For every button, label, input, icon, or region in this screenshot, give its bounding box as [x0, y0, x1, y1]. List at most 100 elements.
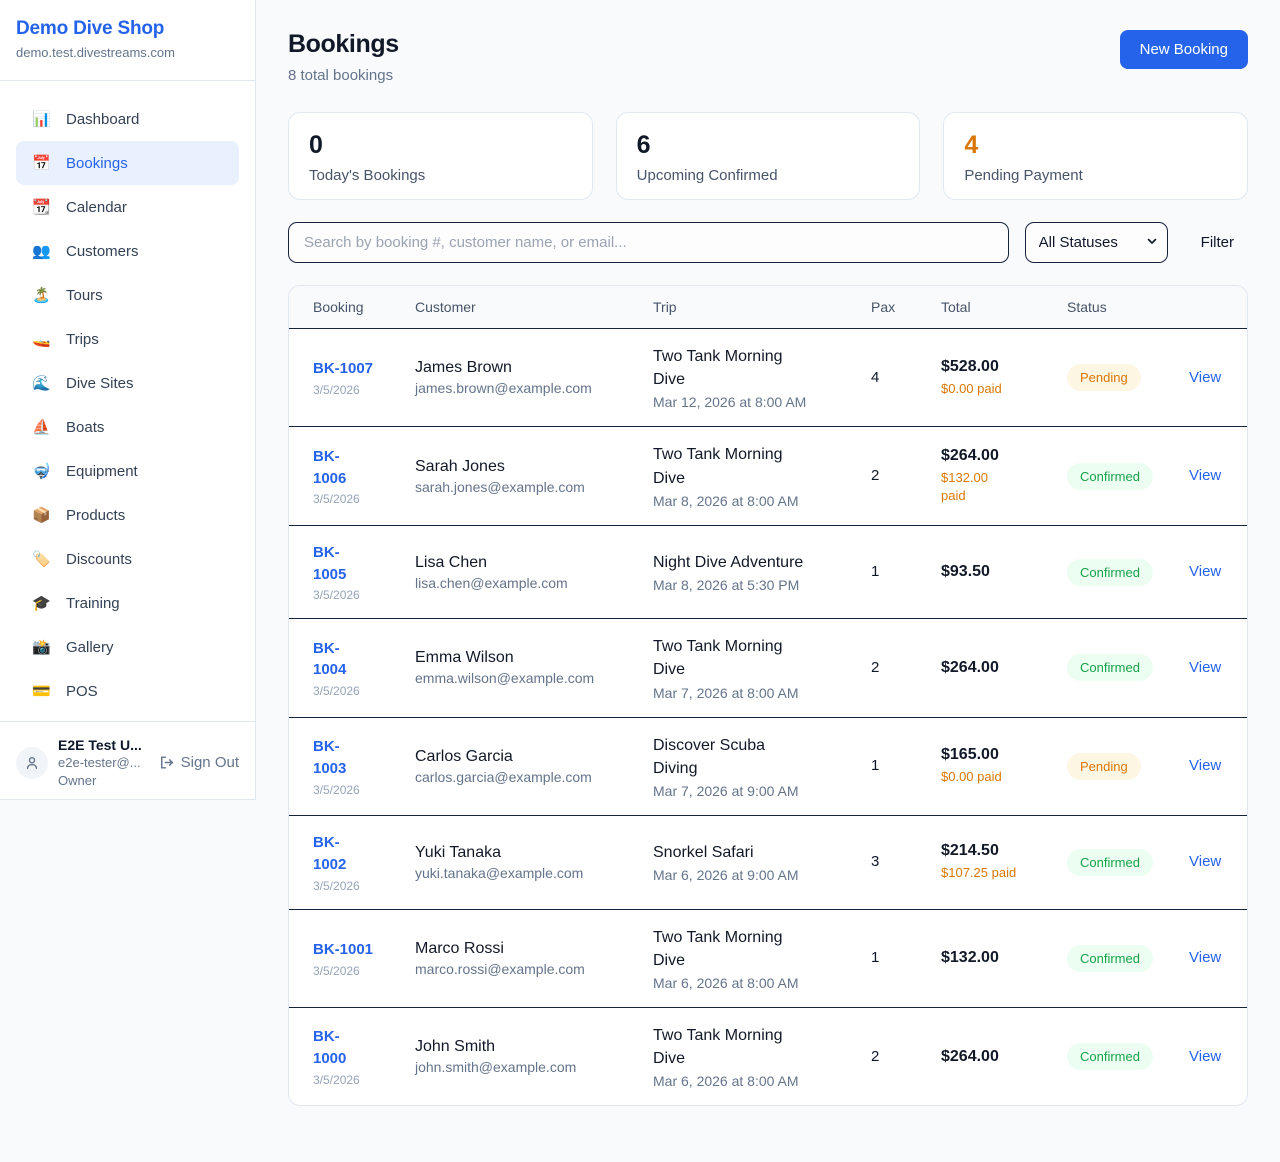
sidebar-item-pos[interactable]: 💳 POS — [32, 682, 98, 700]
diving-mask-icon: 🤿 — [32, 462, 51, 480]
table-row: BK- 1002 3/5/2026 Yuki Tanaka yuki.tanaka… — [289, 815, 1247, 910]
status-badge: Confirmed — [1067, 462, 1153, 490]
trip-datetime: Mar 12, 2026 at 8:00 AM — [653, 394, 807, 411]
booking-date: 3/5/2026 — [313, 878, 360, 893]
avatar — [16, 746, 48, 779]
view-link[interactable]: View — [1189, 949, 1222, 967]
view-link[interactable]: View — [1189, 1047, 1222, 1065]
booking-id-link[interactable]: BK- 1000 — [313, 1028, 347, 1068]
status-select[interactable]: All Statuses — [1024, 222, 1168, 263]
status-select-wrap: All Statuses — [1024, 222, 1168, 263]
view-link[interactable]: View — [1189, 658, 1222, 676]
sidebar-item-discounts[interactable]: 🏷️ Discounts — [32, 550, 132, 568]
status-badge: Confirmed — [1067, 558, 1153, 586]
sidebar-item-trips[interactable]: 🚤 Trips — [32, 330, 99, 348]
customer-email: emma.wilson@example.com — [415, 670, 595, 687]
sidebar-item-boats[interactable]: ⛵ Boats — [32, 418, 105, 436]
calendar-icon: 📅 — [32, 154, 51, 172]
stat-label: Pending Payment — [964, 167, 1083, 184]
page-title: Bookings — [288, 30, 399, 58]
new-booking-button[interactable]: New Booking — [1119, 30, 1248, 69]
sidebar-item-dive-sites[interactable]: 🌊 Dive Sites — [32, 374, 134, 392]
brand-title: Demo Dive Shop — [16, 18, 165, 39]
paid-amount: $0.00 paid — [941, 380, 1002, 396]
booking-id-link[interactable]: BK- 1005 — [313, 543, 347, 583]
sidebar-item-training[interactable]: 🎓 Training — [32, 594, 120, 612]
trip-datetime: Mar 7, 2026 at 9:00 AM — [653, 783, 799, 799]
speedboat-icon: 🚤 — [32, 330, 51, 348]
paid-amount: $132.00 paid — [941, 469, 988, 504]
booking-id-link[interactable]: BK- 1003 — [313, 738, 347, 777]
booking-id-link[interactable]: BK-1007 — [313, 360, 374, 378]
booking-id-link[interactable]: BK-1001 — [313, 940, 374, 958]
customer-email: carlos.garcia@example.com — [415, 768, 592, 785]
sidebar-item-tours[interactable]: 🏝️ Tours — [32, 286, 103, 304]
pax-count: 1 — [871, 949, 880, 967]
pax-count: 3 — [871, 853, 880, 871]
pax-count: 1 — [871, 757, 880, 775]
sidebar-item-bookings[interactable]: 📅 Bookings — [16, 141, 239, 185]
stat-card: 4 Pending Payment — [943, 112, 1248, 200]
view-link[interactable]: View — [1189, 757, 1222, 775]
sign-out-button[interactable]: Sign Out — [158, 754, 239, 771]
col-header-pax: Pax — [859, 286, 929, 329]
logout-icon — [160, 756, 173, 770]
trip-name: Snorkel Safari — [653, 844, 754, 862]
stat-card: 0 Today's Bookings — [288, 112, 593, 200]
table-row: BK- 1000 3/5/2026 John Smith john.smith@e… — [289, 1007, 1247, 1105]
table-row: BK- 1005 3/5/2026 Lisa Chen lisa.chen@exa… — [289, 525, 1247, 620]
trip-name: Two Tank Morning Dive — [653, 446, 783, 487]
total-amount: $264.00 — [941, 1047, 999, 1065]
col-header-customer: Customer — [403, 286, 641, 329]
stat-value: 6 — [636, 131, 651, 159]
sidebar-item-products[interactable]: 📦 Products — [32, 506, 126, 524]
booking-id-link[interactable]: BK- 1002 — [313, 834, 347, 873]
view-link[interactable]: View — [1189, 563, 1222, 580]
tearoff-calendar-icon: 📆 — [32, 198, 51, 216]
col-header-status: Status — [1055, 286, 1177, 329]
total-amount: $264.00 — [941, 658, 999, 676]
view-link[interactable]: View — [1189, 368, 1222, 386]
stats-row: 0 Today's Bookings 6 Upcoming Confirmed … — [288, 112, 1248, 200]
total-amount: $528.00 — [941, 357, 999, 375]
customer-email: james.brown@example.com — [415, 380, 592, 397]
customer-email: sarah.jones@example.com — [415, 478, 585, 495]
user-name: E2E Test U... — [58, 737, 142, 753]
filter-row: All Statuses Filter — [288, 222, 1248, 263]
booking-id-link[interactable]: BK- 1004 — [313, 639, 347, 679]
sidebar-item-dashboard[interactable]: 📊 Dashboard — [32, 110, 140, 128]
brand-box: Demo Dive Shop demo.test.divestreams.com — [0, 0, 255, 81]
view-link[interactable]: View — [1189, 853, 1222, 871]
pax-count: 2 — [871, 467, 880, 485]
stat-label: Upcoming Confirmed — [636, 167, 778, 184]
status-badge: Confirmed — [1067, 848, 1153, 876]
sidebar-item-customers[interactable]: 👥 Customers — [32, 242, 139, 260]
search-input[interactable] — [288, 222, 1009, 263]
pax-count: 2 — [871, 658, 880, 676]
filter-button[interactable]: Filter — [1200, 234, 1234, 251]
bookings-table-card: Booking Customer Trip Pax Total Status B… — [288, 285, 1248, 1107]
table-row: BK-1007 3/5/2026 James Brown james.brown… — [289, 328, 1247, 428]
customer-name: Carlos Garcia — [415, 747, 513, 765]
sidebar-item-gallery[interactable]: 📸 Gallery — [32, 638, 114, 656]
customer-email: marco.rossi@example.com — [415, 960, 585, 977]
col-header-view — [1177, 286, 1247, 329]
sidebar-item-equipment[interactable]: 🤿 Equipment — [32, 462, 138, 480]
trip-name: Two Tank Morning Dive — [653, 638, 783, 679]
total-amount: $214.50 — [941, 842, 999, 860]
view-link[interactable]: View — [1189, 467, 1222, 485]
trip-name: Night Dive Adventure — [653, 553, 804, 571]
customer-email: lisa.chen@example.com — [415, 574, 568, 591]
sailboat-icon: ⛵ — [32, 418, 51, 436]
status-badge: Pending — [1067, 752, 1141, 780]
camera-flash-icon: 📸 — [32, 638, 51, 656]
booking-id-link[interactable]: BK- 1006 — [313, 447, 347, 487]
graduation-cap-icon: 🎓 — [32, 594, 51, 612]
brand-domain: demo.test.divestreams.com — [16, 45, 175, 60]
trip-datetime: Mar 6, 2026 at 8:00 AM — [653, 974, 799, 991]
total-amount: $264.00 — [941, 446, 999, 464]
sidebar-item-calendar[interactable]: 📆 Calendar — [32, 198, 127, 216]
booking-date: 3/5/2026 — [313, 1072, 360, 1087]
booking-date: 3/5/2026 — [313, 684, 360, 699]
trip-datetime: Mar 6, 2026 at 9:00 AM — [653, 867, 799, 884]
